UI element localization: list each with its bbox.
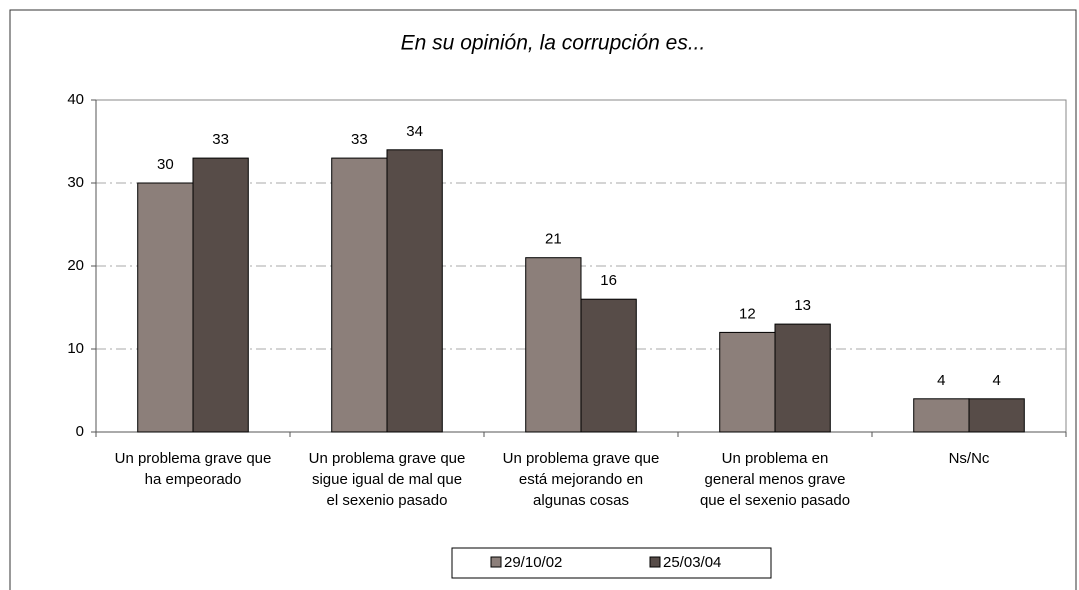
data-label: 13 [794, 297, 811, 314]
x-tick-label: algunas cosas [533, 492, 629, 509]
bar [525, 257, 582, 433]
x-tick-label: general menos grave [705, 471, 846, 488]
bar [913, 398, 970, 433]
legend-swatch [649, 556, 661, 568]
x-tick-label: Un problema en [722, 450, 829, 467]
x-tick-label: está mejorando en [519, 471, 643, 488]
chart-title: En su opinión, la corrupción es... [401, 32, 706, 55]
bar [331, 157, 388, 433]
legend-label: 29/10/02 [504, 554, 562, 571]
x-tick-label: Un problema grave que [115, 450, 272, 467]
data-label: 21 [545, 231, 562, 248]
bar [192, 157, 249, 433]
data-label: 33 [212, 131, 229, 148]
y-tick-label: 40 [67, 91, 84, 108]
data-label: 16 [600, 272, 617, 289]
x-tick-label: el sexenio pasado [327, 492, 448, 509]
legend-swatch [490, 556, 502, 568]
x-tick-label: Un problema grave que [309, 450, 466, 467]
x-tick-label: Un problema grave que [503, 450, 660, 467]
data-label: 4 [937, 372, 945, 389]
data-label: 4 [992, 372, 1000, 389]
x-tick-label: Ns/Nc [949, 450, 990, 467]
y-tick-label: 0 [76, 423, 84, 440]
x-tick-label: que el sexenio pasado [700, 492, 850, 509]
legend-box [451, 547, 772, 579]
y-tick-label: 20 [67, 257, 84, 274]
bar [386, 149, 443, 433]
y-tick-label: 10 [67, 340, 84, 357]
data-label: 34 [406, 123, 423, 140]
x-tick-label: sigue igual de mal que [312, 471, 462, 488]
x-tick-label: ha empeorado [145, 471, 242, 488]
legend-label: 25/03/04 [663, 554, 721, 571]
bar [580, 298, 637, 433]
bar [968, 398, 1025, 433]
data-label: 30 [157, 156, 174, 173]
y-tick-label: 30 [67, 174, 84, 191]
data-label: 33 [351, 131, 368, 148]
bar [719, 331, 776, 433]
bar [774, 323, 831, 433]
bar [137, 182, 194, 433]
data-label: 12 [739, 305, 756, 322]
